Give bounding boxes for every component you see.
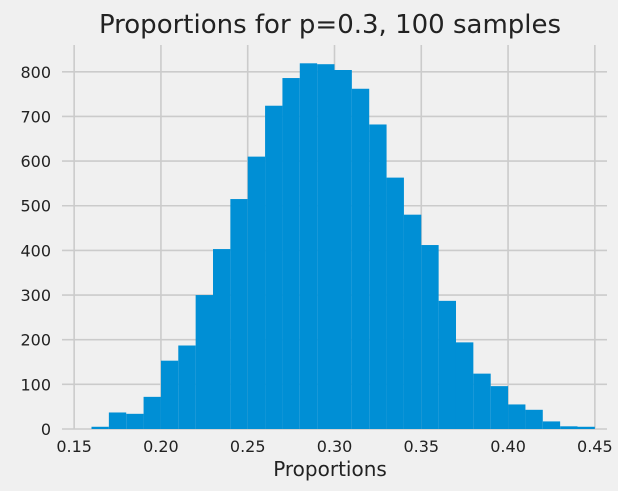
histogram-bar (213, 249, 231, 429)
y-tick-label: 500 (20, 197, 51, 216)
chart-title: Proportions for p=0.3, 100 samples (99, 10, 561, 40)
histogram-bar (265, 105, 283, 429)
histogram-bar (438, 300, 456, 429)
y-tick-label: 0 (41, 420, 51, 439)
x-tick-label: 0.20 (143, 437, 179, 456)
histogram-bar (195, 295, 214, 429)
x-tick-labels: 0.15 0.20 0.25 0.30 0.35 0.40 0.45 (56, 437, 612, 456)
histogram-bar (490, 386, 509, 429)
y-tick-labels: 0 100 200 300 400 500 600 700 800 (20, 63, 51, 439)
histogram-bars (91, 63, 595, 430)
x-tick-label: 0.40 (490, 437, 526, 456)
histogram-bar (577, 426, 595, 429)
histogram-bar (369, 124, 387, 430)
histogram-bar (455, 342, 474, 429)
histogram-bar (403, 214, 422, 429)
x-tick-label: 0.45 (577, 437, 613, 456)
histogram-bar (299, 63, 318, 429)
histogram-bar (160, 360, 179, 429)
y-tick-label: 400 (20, 241, 51, 260)
histogram-bar (178, 345, 196, 429)
y-tick-label: 300 (20, 286, 51, 305)
histogram-bar (334, 70, 352, 430)
x-tick-label: 0.25 (230, 437, 266, 456)
x-tick-label: 0.35 (403, 437, 439, 456)
x-tick-label: 0.30 (317, 437, 353, 456)
x-axis-label: Proportions (273, 457, 387, 481)
histogram-bar (143, 396, 161, 429)
histogram-bar (473, 373, 491, 429)
histogram-bar (247, 156, 266, 429)
histogram-bar (351, 88, 370, 429)
histogram-bar (421, 245, 439, 429)
histogram-bar (230, 199, 248, 429)
histogram-bar (108, 412, 127, 429)
y-tick-label: 200 (20, 331, 51, 350)
histogram-bar (525, 409, 543, 429)
histogram-bar (282, 78, 300, 429)
y-tick-label: 600 (20, 152, 51, 171)
histogram-bar (542, 421, 561, 429)
histogram-bar (126, 413, 144, 429)
histogram-bar (386, 177, 404, 429)
histogram-bar (317, 64, 335, 429)
y-tick-label: 100 (20, 375, 51, 394)
y-tick-label: 700 (20, 107, 51, 126)
x-tick-label: 0.15 (56, 437, 92, 456)
y-tick-label: 800 (20, 63, 51, 82)
histogram-bar (508, 404, 526, 429)
histogram-bar (91, 426, 109, 429)
histogram-bar (560, 426, 578, 429)
